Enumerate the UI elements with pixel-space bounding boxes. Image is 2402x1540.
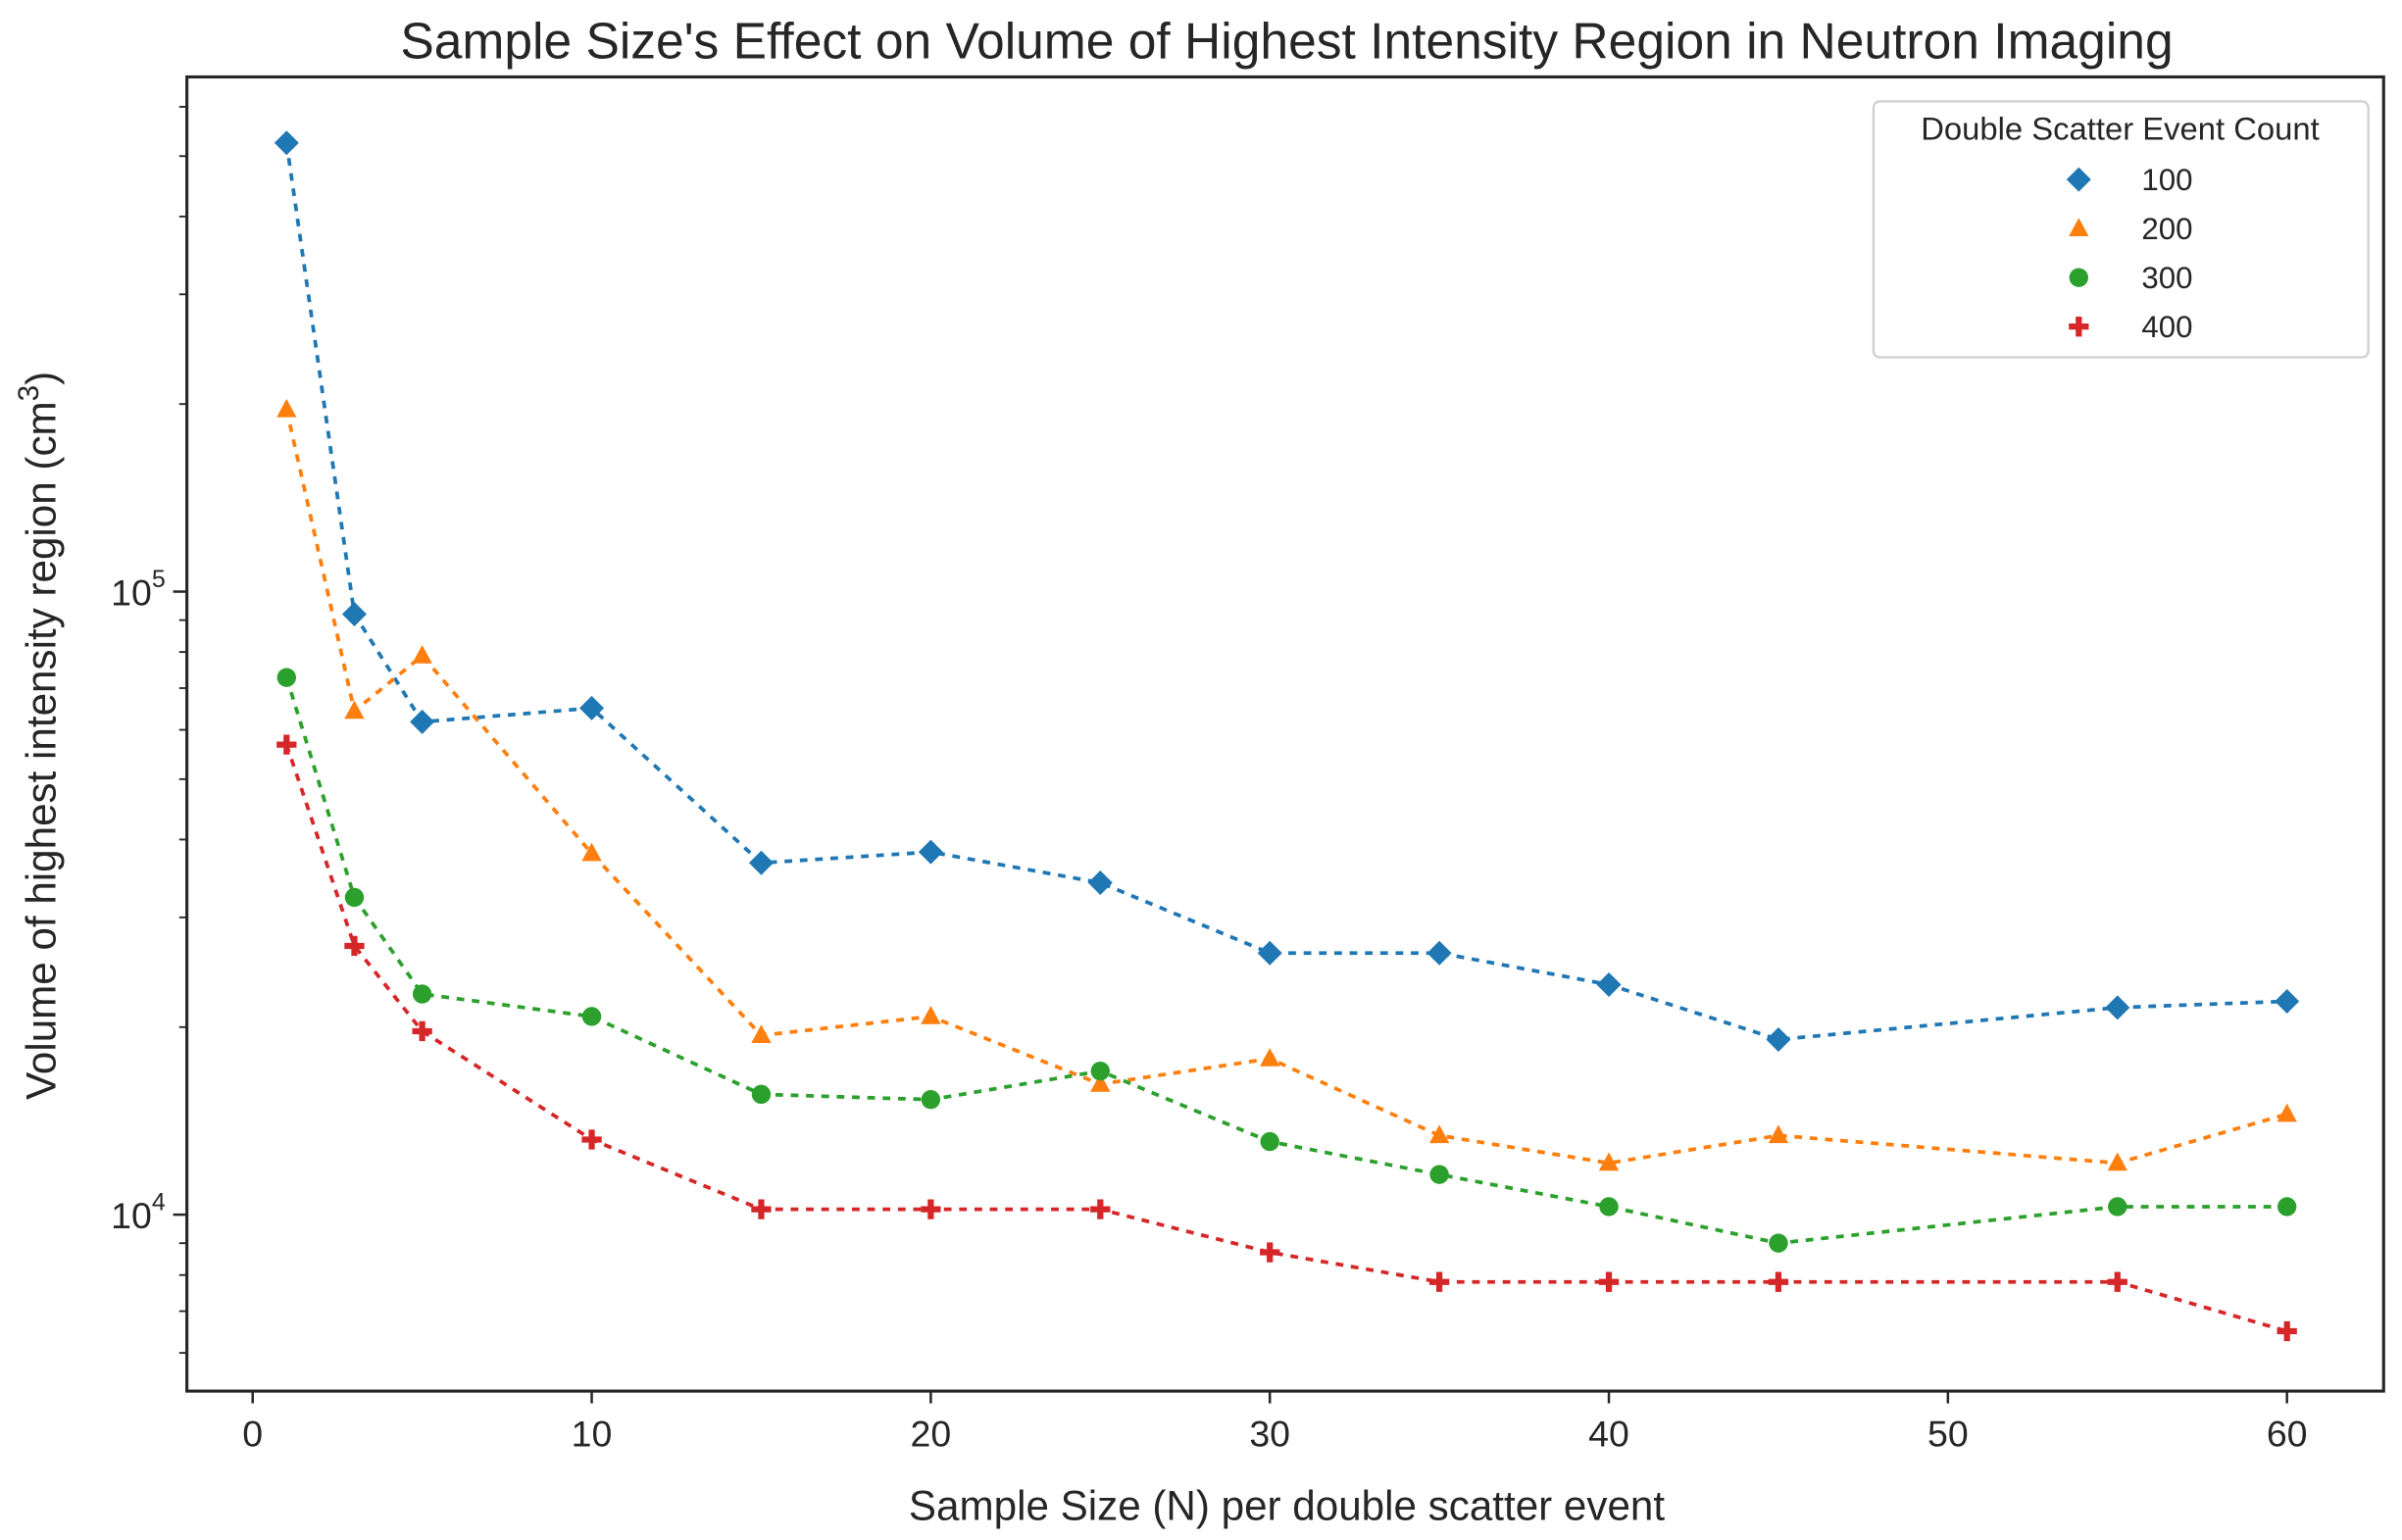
data-point bbox=[1769, 1233, 1788, 1253]
x-tick-label: 40 bbox=[1588, 1413, 1629, 1454]
y-tick-label: 104 bbox=[111, 1188, 166, 1236]
data-point bbox=[1426, 940, 1452, 966]
y-axis: 104 105 bbox=[111, 105, 187, 1355]
legend-marker-100 bbox=[2066, 167, 2091, 192]
legend-marker-200 bbox=[2069, 218, 2089, 236]
legend-marker-400 bbox=[2069, 317, 2089, 337]
legend-label: 200 bbox=[2141, 212, 2192, 246]
x-tick-label: 30 bbox=[1249, 1413, 1290, 1454]
legend-box bbox=[1872, 100, 2370, 359]
plot-area bbox=[274, 130, 2300, 1342]
data-point bbox=[1260, 1048, 1280, 1067]
data-point bbox=[344, 887, 365, 908]
data-point bbox=[581, 1129, 602, 1150]
data-point bbox=[1260, 1242, 1280, 1263]
legend-label: 300 bbox=[2141, 261, 2192, 295]
data-point bbox=[918, 839, 943, 865]
legend-label: 100 bbox=[2141, 163, 2192, 197]
data-point bbox=[2275, 988, 2300, 1014]
series-100 bbox=[274, 130, 2300, 1052]
data-point bbox=[1599, 1197, 1619, 1217]
data-point bbox=[1428, 1124, 1450, 1144]
data-point bbox=[2107, 1271, 2127, 1292]
legend-title: Double Scatter Event Count bbox=[1921, 111, 2320, 147]
series-300 bbox=[276, 668, 2297, 1253]
data-point bbox=[751, 1199, 772, 1219]
data-point bbox=[921, 1090, 941, 1110]
x-tick-label: 0 bbox=[242, 1413, 263, 1454]
series-line-200 bbox=[284, 409, 2288, 1166]
data-point bbox=[274, 130, 299, 156]
data-point bbox=[748, 850, 774, 875]
chart-title: Sample Size's Effect on Volume of Highes… bbox=[400, 13, 2173, 70]
data-point bbox=[276, 398, 297, 418]
data-point bbox=[2277, 1197, 2297, 1217]
data-point bbox=[1429, 1165, 1449, 1184]
x-tick-label: 10 bbox=[572, 1413, 613, 1454]
data-point bbox=[2108, 1197, 2127, 1217]
x-tick-label: 20 bbox=[911, 1413, 952, 1454]
data-point bbox=[344, 935, 365, 957]
data-point bbox=[2277, 1103, 2297, 1122]
data-point bbox=[412, 644, 432, 664]
data-point bbox=[344, 700, 365, 720]
series-200 bbox=[276, 398, 2297, 1171]
data-point bbox=[1090, 1061, 1110, 1081]
x-tick-label: 50 bbox=[1927, 1413, 1969, 1454]
data-point bbox=[1087, 869, 1113, 895]
data-point bbox=[1596, 971, 1622, 997]
data-point bbox=[1598, 1271, 1620, 1292]
data-point bbox=[410, 709, 435, 734]
data-point bbox=[1598, 1152, 1620, 1171]
data-point bbox=[412, 1020, 432, 1042]
plot-frame bbox=[185, 75, 2385, 1393]
data-point bbox=[1090, 1199, 1111, 1219]
data-point bbox=[921, 1199, 941, 1219]
data-point bbox=[1260, 1131, 1279, 1152]
legend-marker-300 bbox=[2069, 268, 2088, 287]
data-point bbox=[2105, 995, 2130, 1020]
legend: Double Scatter Event Count 100 200 300 400 bbox=[1872, 100, 2370, 359]
data-point bbox=[1766, 1026, 1791, 1052]
series-line-400 bbox=[284, 744, 2288, 1333]
data-point bbox=[2107, 1152, 2127, 1171]
data-point bbox=[341, 602, 367, 627]
x-tick-label: 60 bbox=[2267, 1413, 2308, 1454]
data-point bbox=[276, 668, 296, 687]
series-400 bbox=[276, 734, 2297, 1342]
legend-label: 400 bbox=[2141, 310, 2192, 344]
data-point bbox=[581, 842, 602, 862]
x-axis-label: Sample Size (N) per double scatter event bbox=[909, 1482, 1665, 1528]
x-axis: 0 10 20 30 40 50 60 bbox=[242, 1391, 2308, 1454]
data-point bbox=[1257, 940, 1282, 966]
y-tick-label: 105 bbox=[111, 566, 166, 614]
data-point bbox=[412, 984, 432, 1004]
data-point bbox=[581, 1007, 602, 1026]
data-point bbox=[579, 695, 605, 720]
data-point bbox=[1428, 1271, 1450, 1292]
series-line-300 bbox=[284, 676, 2287, 1246]
data-point bbox=[2277, 1320, 2297, 1342]
data-point bbox=[276, 734, 297, 755]
data-point bbox=[751, 1024, 772, 1044]
data-point bbox=[751, 1084, 772, 1105]
y-axis-label: Volume of highest intensity region (cm3) bbox=[13, 372, 64, 1100]
data-point bbox=[921, 1006, 941, 1024]
data-point bbox=[1090, 1073, 1111, 1092]
data-point bbox=[1768, 1124, 1789, 1144]
data-point bbox=[1768, 1271, 1789, 1292]
